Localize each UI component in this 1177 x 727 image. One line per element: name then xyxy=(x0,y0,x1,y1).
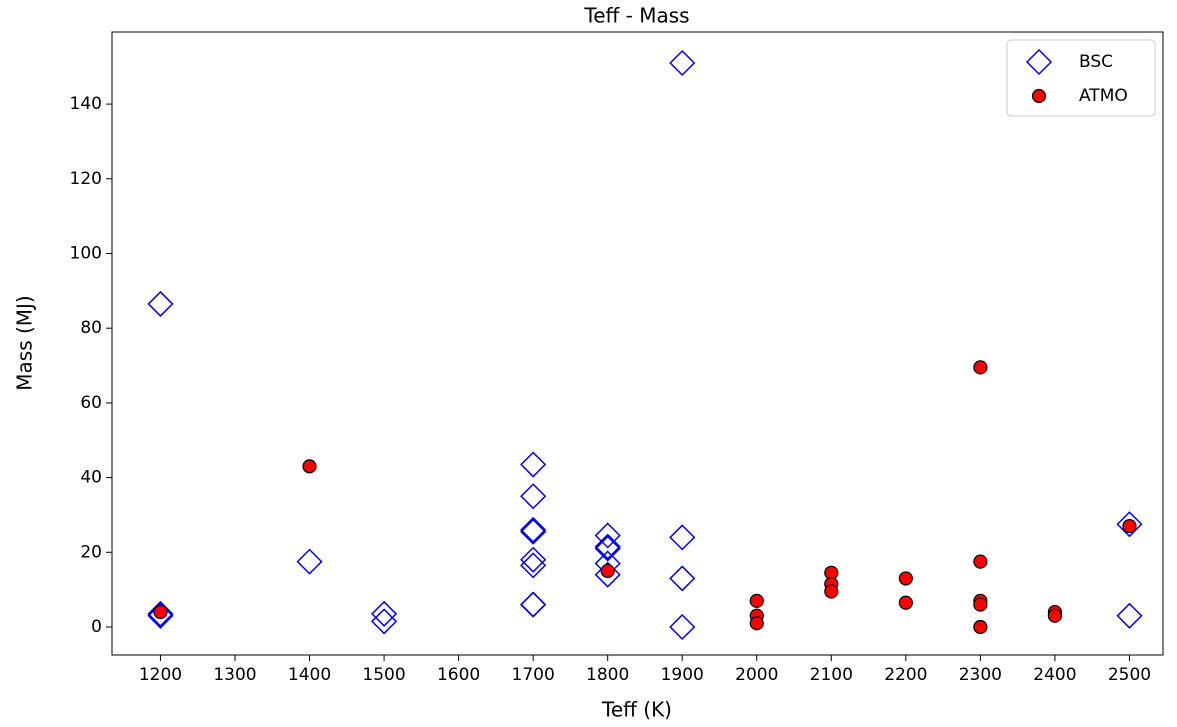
y-tick-label: 0 xyxy=(91,617,102,637)
point xyxy=(1047,608,1063,623)
point xyxy=(973,554,988,569)
x-tick-label: 2400 xyxy=(1033,665,1076,685)
legend-marker xyxy=(1025,48,1053,76)
point xyxy=(594,535,621,562)
x-tick-label: 1500 xyxy=(362,665,405,685)
x-axis-label: Teff (K) xyxy=(601,698,672,722)
x-tick-label: 1200 xyxy=(139,665,182,685)
y-tick-label: 120 xyxy=(70,169,102,189)
point xyxy=(520,591,547,618)
point xyxy=(296,548,323,575)
point xyxy=(153,604,168,620)
point xyxy=(898,571,913,586)
legend-marker xyxy=(1031,88,1047,104)
x-tick-label: 2500 xyxy=(1108,665,1151,685)
point xyxy=(520,552,547,579)
point xyxy=(600,563,615,579)
point xyxy=(371,600,398,627)
point xyxy=(749,593,764,608)
y-tick-label: 100 xyxy=(70,243,102,263)
y-tick-label: 20 xyxy=(80,542,102,562)
point xyxy=(520,546,547,573)
legend-label: BSC xyxy=(1079,52,1113,72)
y-tick-label: 140 xyxy=(70,94,102,114)
point xyxy=(371,608,398,635)
y-tick-label: 40 xyxy=(80,468,102,488)
point xyxy=(1116,602,1143,629)
point xyxy=(594,561,621,588)
point xyxy=(147,290,174,317)
point xyxy=(520,483,547,510)
point xyxy=(898,595,913,610)
x-tick-label: 1300 xyxy=(213,665,256,685)
point xyxy=(302,459,317,474)
point xyxy=(669,524,696,551)
point xyxy=(1116,511,1143,538)
point xyxy=(147,602,174,629)
x-tick-label: 1400 xyxy=(288,665,331,685)
point xyxy=(973,619,988,635)
x-tick-label: 1900 xyxy=(661,665,704,685)
x-tick-label: 1800 xyxy=(586,665,629,685)
point xyxy=(520,518,547,545)
point xyxy=(520,516,547,543)
point xyxy=(973,360,988,375)
x-tick-label: 1600 xyxy=(437,665,480,685)
y-axis-label: Mass (MJ) xyxy=(13,295,37,390)
x-tick-label: 2000 xyxy=(735,665,778,685)
point xyxy=(669,49,696,77)
x-tick-label: 1700 xyxy=(512,665,555,685)
point xyxy=(594,533,621,560)
point xyxy=(520,591,547,618)
point xyxy=(1122,519,1137,534)
x-tick-label: 2100 xyxy=(810,665,853,685)
legend-label: ATMO xyxy=(1079,86,1128,106)
chart-title: Teff - Mass xyxy=(583,4,689,28)
point xyxy=(669,613,696,641)
x-tick-label: 2300 xyxy=(959,665,1002,685)
point xyxy=(973,597,988,612)
x-tick-label: 2200 xyxy=(884,665,927,685)
point xyxy=(749,616,764,631)
point xyxy=(147,600,174,627)
point xyxy=(594,522,621,549)
point xyxy=(520,451,547,478)
point xyxy=(669,565,696,592)
y-tick-label: 60 xyxy=(80,393,102,413)
y-tick-label: 80 xyxy=(80,318,102,338)
point xyxy=(824,584,839,599)
plot-frame xyxy=(111,31,1164,656)
